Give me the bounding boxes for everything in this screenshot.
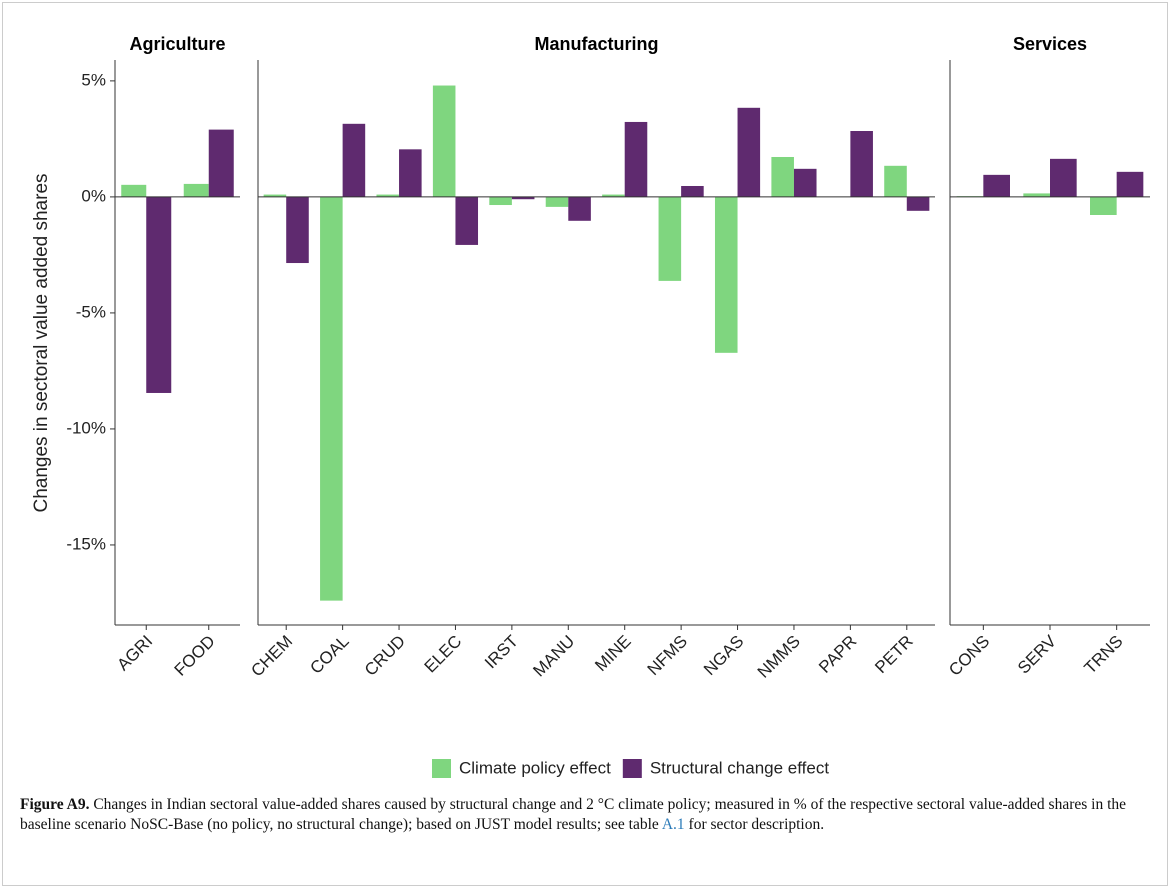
bar xyxy=(681,185,704,197)
y-axis-label: Changes in sectoral value added shares xyxy=(31,173,52,512)
bar xyxy=(399,149,422,197)
bar xyxy=(183,183,209,197)
bar xyxy=(1050,158,1077,197)
bar xyxy=(1023,193,1050,197)
caption-text: Changes in Indian sectoral value-added s… xyxy=(20,796,1127,833)
bar xyxy=(658,196,682,281)
bar xyxy=(376,194,400,197)
bar xyxy=(624,121,648,197)
caption: Figure A9. Changes in Indian sectoral va… xyxy=(20,795,1140,835)
legend-swatch xyxy=(622,759,642,778)
y-tick-label: 5% xyxy=(81,70,106,89)
bar xyxy=(511,196,535,200)
x-tick-label: SERV xyxy=(1014,631,1060,677)
bar xyxy=(850,131,873,197)
x-tick-label: NGAS xyxy=(700,632,748,680)
bar xyxy=(568,196,591,221)
legend-label: Climate policy effect xyxy=(459,758,611,777)
bar xyxy=(771,156,794,197)
x-tick-label: CHEM xyxy=(247,632,296,681)
x-tick-label: CONS xyxy=(945,632,993,680)
bar xyxy=(906,196,930,211)
x-tick-label: NMMS xyxy=(754,632,804,682)
x-tick-label: TRNS xyxy=(1081,632,1127,678)
bar xyxy=(286,196,309,264)
bar xyxy=(983,174,1010,197)
x-tick-label: IRST xyxy=(481,632,522,673)
y-tick-label: -10% xyxy=(66,418,106,437)
bar xyxy=(146,196,172,393)
bar xyxy=(121,184,147,197)
x-tick-label: NFMS xyxy=(644,632,691,679)
panel-title: Manufacturing xyxy=(535,34,659,54)
bar xyxy=(489,196,512,206)
x-tick-label: ELEC xyxy=(421,632,466,677)
bar xyxy=(602,194,625,197)
bar xyxy=(342,123,366,197)
panel-title: Agriculture xyxy=(129,34,225,54)
caption-label: Figure A9. xyxy=(20,796,90,813)
chart: Changes in sectoral value added shares 5… xyxy=(31,34,1150,778)
bar xyxy=(1116,171,1144,197)
x-tick-label: PETR xyxy=(871,632,916,677)
bar xyxy=(1090,196,1117,215)
bar xyxy=(714,196,738,353)
bar xyxy=(793,168,817,197)
x-tick-label: FOOD xyxy=(171,632,219,680)
legend-swatch xyxy=(432,759,451,778)
x-tick-label: MINE xyxy=(591,632,634,675)
bar xyxy=(884,165,907,197)
y-tick-label: -15% xyxy=(66,534,106,553)
y-tick-label: -5% xyxy=(76,302,106,321)
caption-text: for sector description. xyxy=(688,816,825,833)
x-tick-label: MANU xyxy=(529,632,578,681)
x-tick-label: AGRI xyxy=(113,632,156,675)
bar xyxy=(737,107,761,197)
x-tick-label: PAPR xyxy=(815,632,860,677)
bar xyxy=(545,196,569,207)
bar xyxy=(432,85,456,197)
bar xyxy=(263,194,287,197)
panel-title: Services xyxy=(1013,34,1087,54)
bar xyxy=(208,129,234,197)
caption-link[interactable]: A.1 xyxy=(661,816,685,833)
y-tick-label: 0% xyxy=(81,186,106,205)
x-tick-label: CRUD xyxy=(361,632,409,680)
legend-label: Structural change effect xyxy=(650,758,830,777)
x-tick-label: COAL xyxy=(306,632,352,678)
bar xyxy=(455,196,479,245)
bar xyxy=(320,196,343,601)
